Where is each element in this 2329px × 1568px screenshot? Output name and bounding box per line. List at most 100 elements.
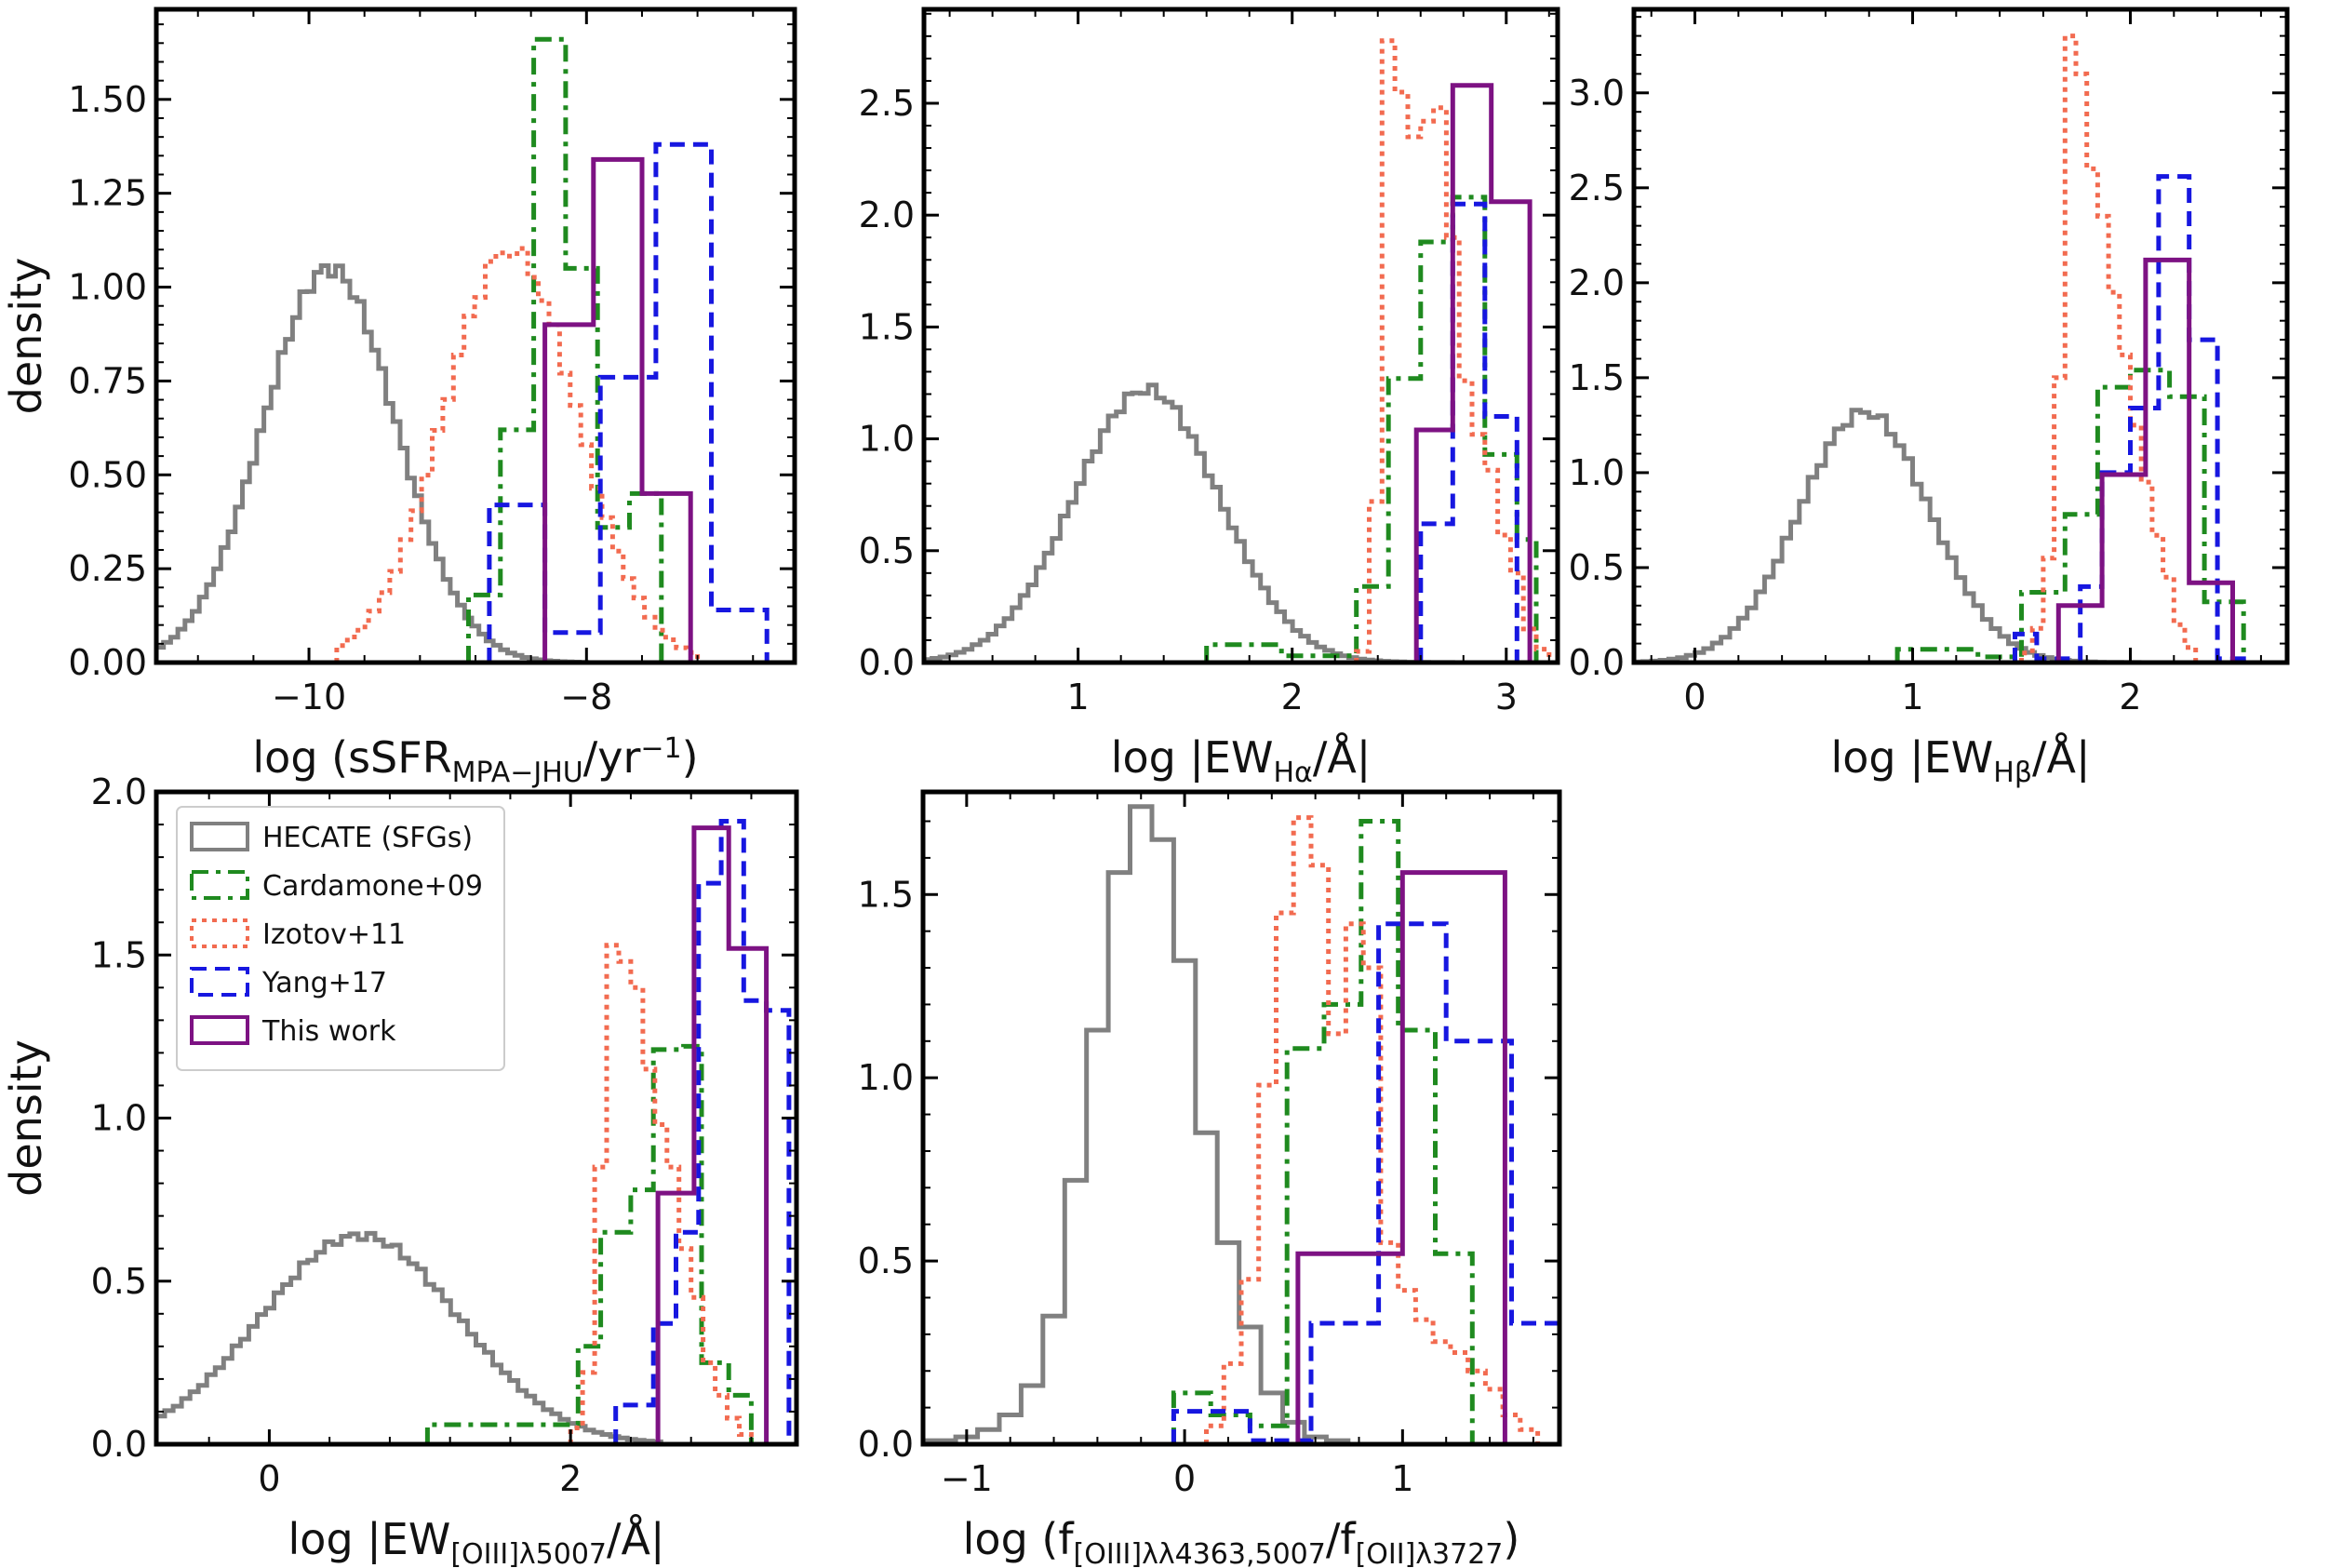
legend-label: Cardamone+09	[262, 870, 483, 903]
y-tick-label: 0.5	[858, 1240, 914, 1281]
x-tick-label: 1	[1391, 1458, 1413, 1499]
x-tick-label: 0	[1173, 1458, 1196, 1499]
legend-swatch	[190, 1015, 249, 1045]
panel-bottom-middle: 0.0 0.5 1.0 1.5 −1 0 1 log (f[OIII]λλ4363,5007/…	[858, 789, 1562, 1568]
legend-item-hecate-sfgs: HECATE (SFGs)	[190, 822, 473, 854]
y-tick-label: 0.0	[859, 642, 915, 683]
y-tick-label: 0.5	[1569, 547, 1625, 588]
y-tick-label: 0.25	[68, 548, 147, 589]
x-axis-label: log |EW[OIII]λ5007/Å|	[288, 1514, 665, 1568]
series-hecate-sfgs	[924, 382, 1485, 663]
y-tick-label: 0.0	[1569, 642, 1625, 683]
y-tick-label: 3.0	[1569, 73, 1625, 114]
legend-item-yang-17: Yang+17	[190, 967, 387, 999]
y-tick-label: 1.5	[1569, 357, 1625, 398]
series-hecate-sfgs	[156, 263, 589, 663]
series-hecate-sfgs	[923, 804, 1351, 1444]
legend-box	[176, 806, 505, 1071]
legend-label: This work	[261, 1015, 396, 1048]
plot-area	[923, 804, 1559, 1444]
x-tick-label: 2	[559, 1458, 582, 1499]
y-tick-label: 1.5	[859, 306, 915, 347]
x-axis-label: log |EWHβ/Å|	[1831, 732, 2091, 789]
x-tick-label: −8	[560, 677, 612, 717]
y-tick-label: 0.75	[68, 360, 147, 401]
axes-frame	[154, 7, 797, 665]
x-tick-label: −1	[941, 1458, 993, 1499]
y-axis-label: density	[1, 1039, 51, 1197]
y-tick-label: 0.00	[68, 642, 147, 683]
series-yang-17	[1171, 921, 1559, 1444]
x-tick-label: 1	[1901, 677, 1923, 717]
y-tick-label: 1.25	[68, 173, 147, 214]
legend-item-cardamone-09: Cardamone+09	[190, 870, 483, 903]
series-cardamone-09	[466, 36, 664, 663]
series-izotov-11	[334, 246, 701, 663]
y-tick-label: 1.0	[858, 1057, 914, 1098]
series-this-work	[2055, 257, 2235, 663]
y-tick-label: 2.0	[91, 771, 147, 812]
series-hecate-sfgs	[1634, 408, 2175, 663]
y-tick-label: 1.0	[859, 419, 915, 460]
y-tick-label: 2.5	[859, 83, 915, 124]
series-hecate-sfgs	[156, 1230, 663, 1444]
y-tick-label: 0.50	[68, 454, 147, 495]
y-tick-label: 0.5	[91, 1261, 147, 1302]
x-tick-label: 2	[1281, 677, 1304, 717]
plot-area	[156, 819, 792, 1444]
legend-label: Yang+17	[261, 967, 387, 999]
legend-label: Izotov+11	[262, 918, 406, 951]
legend: HECATE (SFGs) Cardamone+09 Izotov+11 Yang+1…	[176, 806, 505, 1071]
plot-area	[1634, 34, 2246, 663]
x-tick-label: 3	[1495, 677, 1518, 717]
series-this-work	[542, 156, 693, 663]
y-tick-label: 1.5	[858, 874, 914, 915]
y-tick-label: 2.0	[859, 194, 915, 235]
x-tick-label: 2	[2119, 677, 2141, 717]
y-tick-label: 1.0	[91, 1098, 147, 1139]
panel-top-right: 0.0 0.5 1.0 1.5 2.0 2.5 3.0 0 1 2 log |EWHβ/Å|	[1569, 7, 2290, 789]
y-tick-label: 1.00	[68, 267, 147, 308]
x-tick-label: 0	[1683, 677, 1706, 717]
series-this-work	[655, 825, 770, 1444]
series-yang-17	[487, 141, 770, 663]
series-izotov-11	[2019, 34, 2199, 663]
legend-swatch	[190, 822, 249, 851]
legend-label: HECATE (SFGs)	[262, 822, 473, 854]
y-tick-label: 0.5	[859, 530, 915, 571]
axes-frame	[1631, 7, 2290, 665]
axes-frame	[920, 789, 1562, 1447]
x-axis-label: log (sSFRMPA−JHU/yr−1)	[252, 732, 698, 789]
y-tick-label: 1.50	[68, 79, 147, 120]
y-tick-label: 1.5	[91, 934, 147, 975]
plot-area	[156, 36, 770, 663]
y-tick-label: 2.5	[1569, 168, 1625, 208]
legend-item-izotov-11: Izotov+11	[190, 918, 406, 951]
axes-frame	[921, 7, 1560, 665]
legend-swatch	[190, 870, 249, 900]
y-tick-label: 2.0	[1569, 262, 1625, 303]
series-yang-17	[1418, 201, 1519, 663]
series-yang-17	[2013, 174, 2246, 663]
panel-bottom-left: 0.0 0.5 1.0 1.5 2.0 0 2 log |EW[OIII]λ5007/Å| de…	[1, 771, 799, 1568]
panel-top-left: 0.00 0.25 0.50 0.75 1.00 1.25 1.50 −10 −8 log (sS…	[1, 7, 797, 789]
y-axis-label: density	[1, 258, 51, 415]
x-tick-label: −10	[272, 677, 346, 717]
legend-swatch	[190, 967, 249, 997]
y-tick-label: 1.0	[1569, 452, 1625, 493]
x-tick-label: 1	[1067, 677, 1090, 717]
series-this-work	[1413, 83, 1533, 663]
x-tick-label: 0	[258, 1458, 280, 1499]
series-izotov-11	[568, 943, 754, 1444]
series-this-work	[1295, 870, 1507, 1444]
y-tick-label: 0.0	[858, 1424, 914, 1465]
series-izotov-11	[1204, 815, 1541, 1444]
legend-item-this-work: This work	[190, 1015, 396, 1048]
x-axis-label: log (f[OIII]λλ4363,5007/f[OII]λ3727)	[963, 1514, 1520, 1568]
series-cardamone-09	[424, 1043, 754, 1444]
plot-area	[924, 38, 1552, 663]
panel-top-middle: 0.0 0.5 1.0 1.5 2.0 2.5 1 2 3 log |EWHα/Å|	[859, 7, 1560, 789]
series-cardamone-09	[1894, 368, 2246, 663]
series-cardamone-09	[1204, 194, 1539, 663]
